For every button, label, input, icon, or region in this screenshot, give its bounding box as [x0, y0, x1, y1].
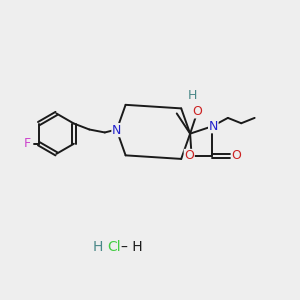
- Text: H: H: [188, 88, 197, 101]
- Text: N: N: [208, 120, 218, 133]
- Text: – H: – H: [122, 240, 143, 254]
- Text: O: O: [193, 105, 202, 118]
- Text: O: O: [184, 149, 194, 162]
- Text: F: F: [24, 137, 31, 150]
- Text: N: N: [112, 124, 122, 136]
- Text: H: H: [93, 240, 103, 254]
- Text: Cl: Cl: [107, 240, 121, 254]
- Text: O: O: [231, 149, 241, 162]
